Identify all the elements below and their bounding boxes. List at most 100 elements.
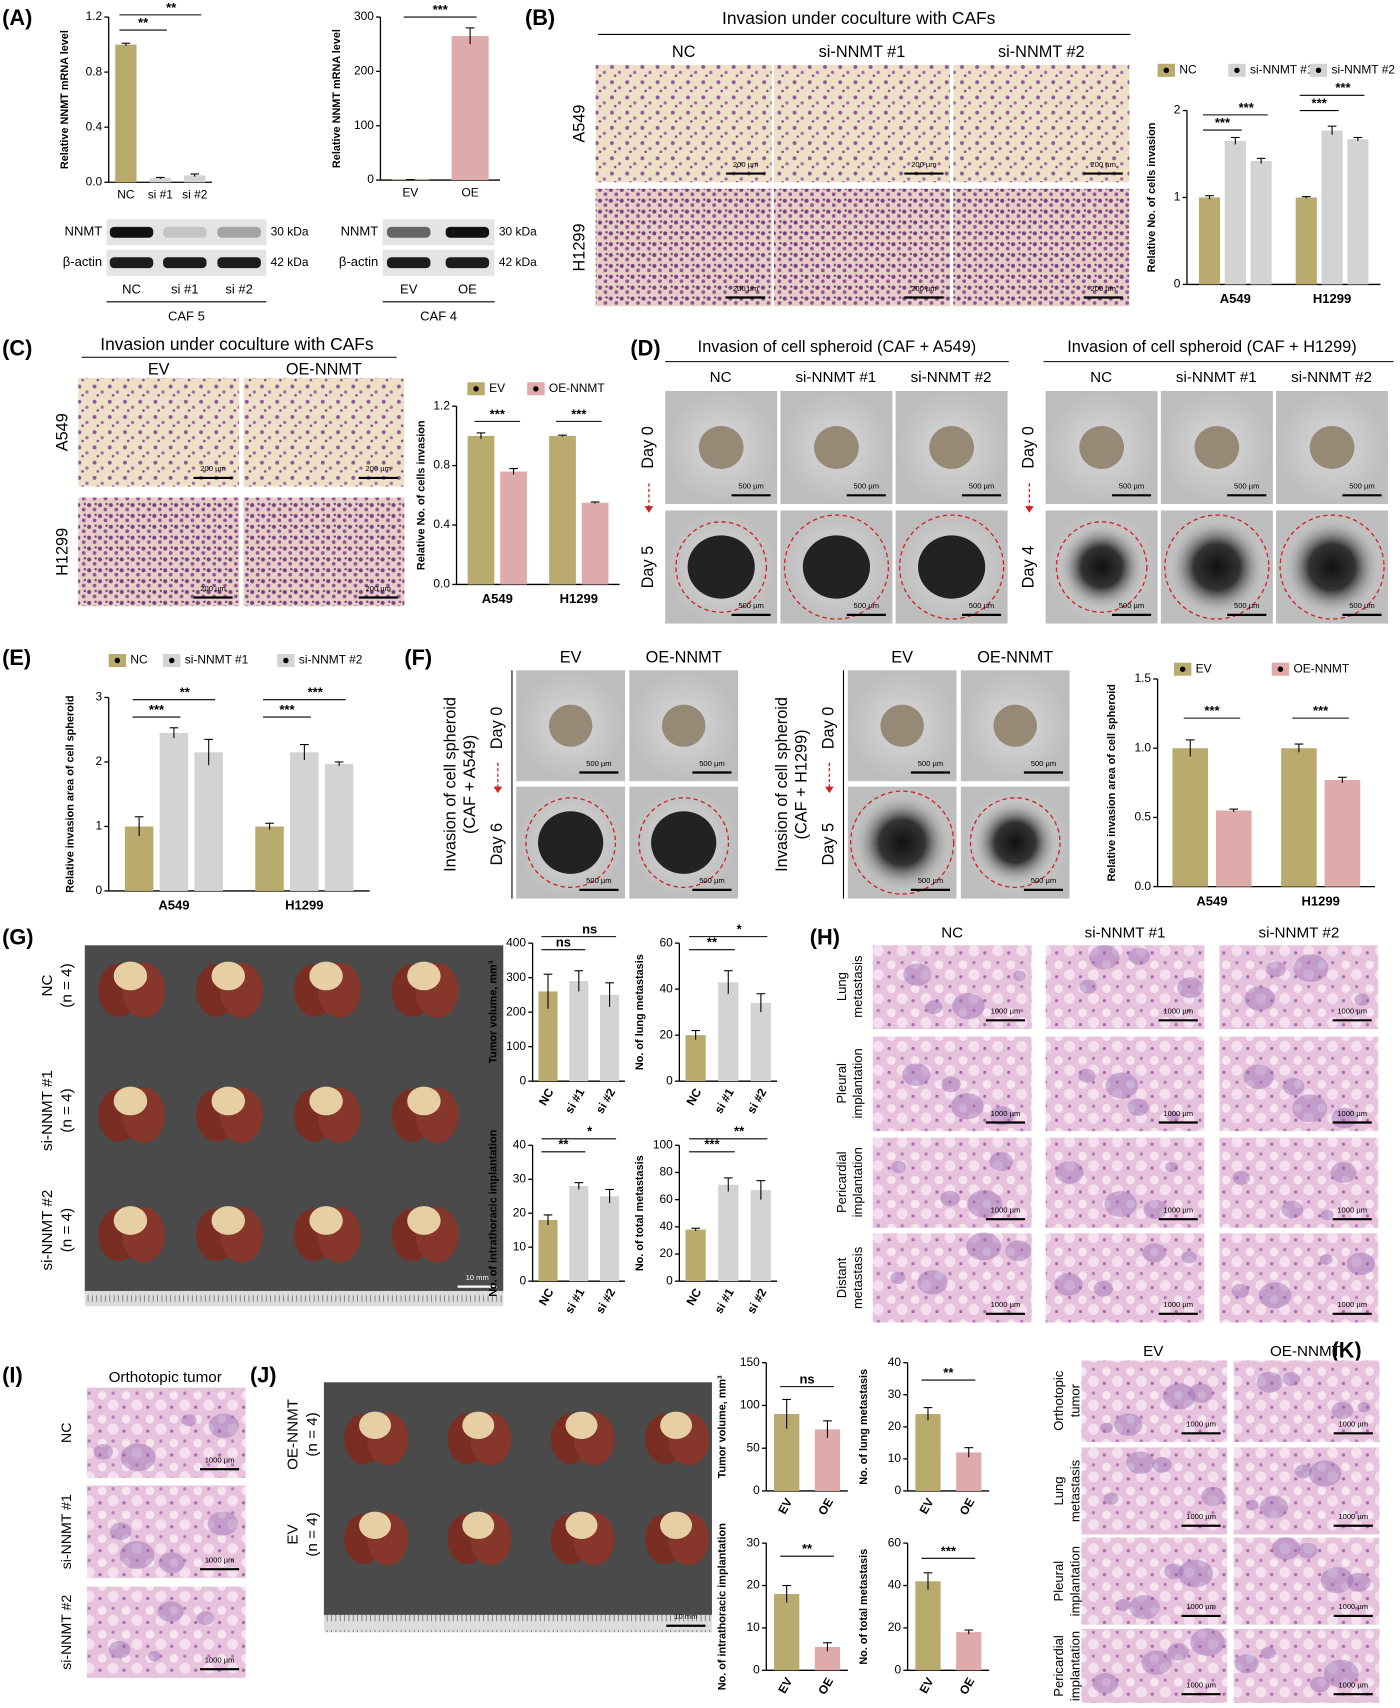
tissue-blob [1178, 1559, 1214, 1588]
histology-image [872, 1233, 1032, 1323]
column-label: si-NNMT #2 [1259, 924, 1340, 941]
tissue-blob [1190, 1628, 1225, 1656]
column-label: si-NNMT #1 [1085, 924, 1166, 941]
y-axis-label: Tumor volume, mm³ [717, 1375, 729, 1478]
scale-label: 500 µm [699, 876, 724, 885]
column-label: EV [148, 361, 170, 379]
tissue-blob [1005, 1240, 1032, 1262]
tumor [660, 1511, 693, 1539]
y-tick-label: 1.0 [1134, 740, 1151, 754]
panel-label: (D) [630, 335, 660, 360]
spheroid [814, 426, 859, 469]
invasion-image [243, 377, 405, 487]
histology-image [1045, 1233, 1205, 1323]
tissue-blob [1256, 1371, 1283, 1393]
legend-marker [1277, 666, 1284, 672]
tissue-blob [1320, 1567, 1354, 1594]
tissue-blob [120, 1443, 156, 1472]
bar [538, 991, 558, 1082]
tissue-blob [181, 1414, 197, 1427]
bar [718, 1184, 739, 1282]
tissue-blob [1282, 1077, 1305, 1096]
column-label: EV [560, 649, 582, 667]
tissue-blob [1259, 1495, 1289, 1519]
tissue-blob [1181, 1251, 1197, 1264]
x-tick-label: EV [916, 1675, 936, 1696]
y-tick-label: 20 [888, 1620, 902, 1634]
y-tick-label: 100 [354, 118, 374, 132]
legend-label: si-NNMT #1 [1250, 62, 1314, 76]
x-tick-label: A549 [1196, 893, 1227, 908]
tissue-blob [1282, 1372, 1300, 1386]
legend-label: OE-NNMT [1293, 661, 1349, 675]
scale-label: 1000 µm [1186, 1602, 1216, 1611]
scale-label: 200 µm [200, 584, 225, 593]
y-tick-label: 150 [740, 1355, 760, 1369]
x-tick-label: NC [117, 187, 135, 201]
spheroid [1165, 516, 1268, 618]
scale-label: 1000 µm [205, 1456, 235, 1465]
significance-label: *** [1335, 80, 1351, 95]
y-axis-label: Relative invasion area of cell spheroid [65, 696, 77, 893]
tissue-blob [1128, 947, 1150, 965]
tissue-blob [1163, 1383, 1196, 1410]
bar [255, 826, 284, 891]
row-label: (n = 4) [304, 1412, 321, 1456]
tissue-blob [93, 1444, 114, 1460]
y-tick-label: 30 [888, 1387, 902, 1401]
row-label: Pericardial [1051, 1635, 1066, 1697]
row-label: EV [284, 1523, 301, 1544]
tissue-blob [966, 1232, 1002, 1261]
y-axis-label: Relative invasion area of cell spheroid [1106, 684, 1118, 881]
y-tick-label: 1 [96, 819, 103, 833]
tissue-blob [1309, 1676, 1330, 1693]
bar [159, 732, 189, 891]
legend-label: NC [1179, 62, 1197, 76]
spheroid [1056, 521, 1147, 613]
significance-label: * [737, 922, 743, 937]
column-label: OE-NNMT [646, 649, 722, 667]
scale-label: 1000 µm [1338, 1681, 1368, 1690]
spheroid [651, 811, 717, 874]
tissue-blob [1308, 1460, 1342, 1487]
cell-label: CAF 4 [420, 308, 457, 323]
y-tick-label: 40 [660, 1219, 674, 1233]
spheroid [802, 535, 870, 599]
bar [290, 752, 319, 891]
tissue-blob [207, 1511, 239, 1536]
y-tick-label: 0.0 [86, 174, 103, 188]
y-axis-label: No. of intrathoracic implantation [717, 1523, 729, 1690]
row-label: Day 0 [1020, 426, 1038, 469]
lane-label: EV [400, 281, 418, 296]
blot-row-label: β-actin [63, 254, 102, 269]
significance-label: *** [1215, 115, 1231, 130]
column-label: NC [710, 369, 732, 386]
significance-label: *** [279, 702, 295, 717]
tissue-blob [1141, 1650, 1172, 1675]
histology-image [872, 1036, 1032, 1132]
row-label: Day 6 [488, 823, 506, 866]
significance-label: ns [799, 1372, 814, 1387]
tumor [309, 961, 343, 991]
scale-label: 1000 µm [1338, 1420, 1368, 1429]
tissue-blob [1245, 1499, 1259, 1511]
tissue-blob [925, 1000, 943, 1015]
significance-label: ns [556, 935, 571, 950]
tissue-blob [1055, 1161, 1084, 1184]
histology-image [1219, 945, 1379, 1029]
y-tick-label: 100 [506, 1039, 526, 1053]
histology-image [86, 1387, 246, 1478]
y-tick-label: 0 [367, 172, 374, 186]
x-tick-label: A549 [1220, 291, 1251, 306]
bar [1250, 160, 1272, 285]
tumor [407, 961, 441, 991]
tissue-blob [1331, 1401, 1354, 1420]
scale-label: 500 µm [738, 482, 763, 491]
panel-label: (G) [2, 925, 33, 950]
column-label: si-NNMT #1 [795, 369, 876, 386]
tissue-blob [1292, 1094, 1328, 1123]
column-label: OE-NNMT [286, 361, 362, 379]
x-tick-label: OE [957, 1496, 978, 1518]
legend-label: NC [130, 653, 148, 667]
significance-label: *** [149, 702, 165, 717]
